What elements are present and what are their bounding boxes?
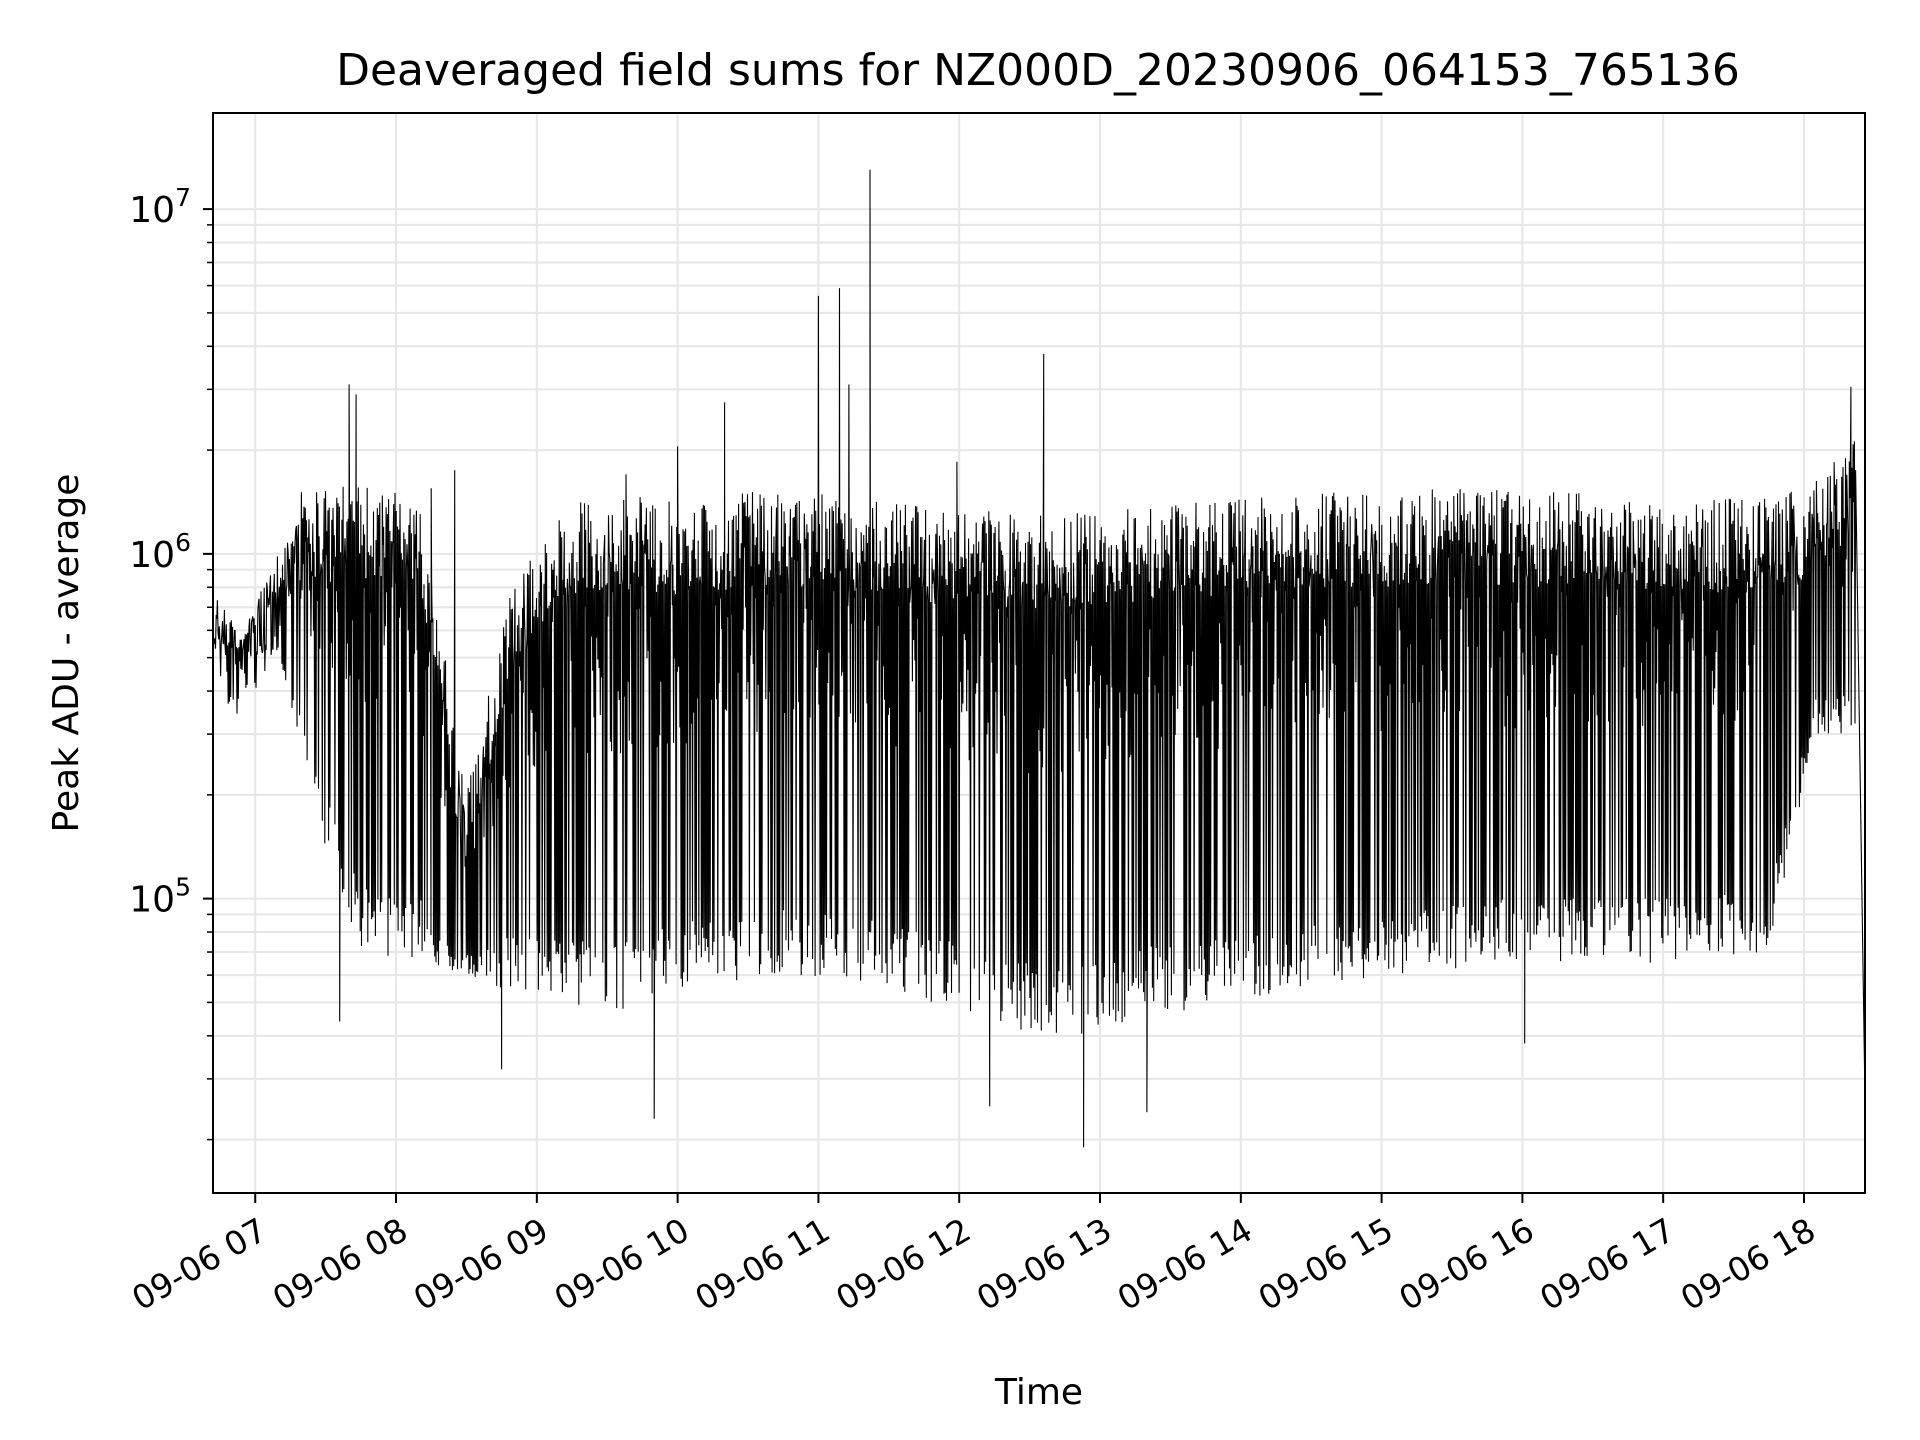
y-tick-label: 107	[129, 183, 191, 231]
y-tick-base: 10	[129, 880, 175, 921]
y-tick-base: 10	[129, 190, 175, 231]
y-tick-exponent: 5	[175, 873, 191, 902]
y-tick-label: 106	[129, 528, 191, 576]
chart-title: Deaveraged field sums for NZ000D_2023090…	[336, 45, 1740, 96]
y-axis-label: Peak ADU - average	[46, 474, 87, 833]
plot-frame	[212, 112, 1866, 1194]
data-layer	[212, 169, 1866, 1148]
y-tick-exponent: 6	[175, 528, 191, 557]
y-tick-label: 105	[129, 873, 191, 921]
grid-layer	[213, 113, 1865, 1193]
y-tick-exponent: 7	[175, 183, 191, 212]
x-axis-label: Time	[994, 1372, 1083, 1413]
data-series-line	[212, 169, 1866, 1148]
y-tick-base: 10	[129, 535, 175, 576]
